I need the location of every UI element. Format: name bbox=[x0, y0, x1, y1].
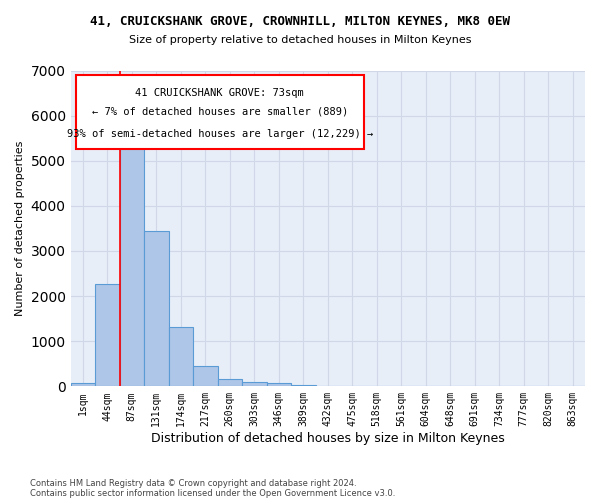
Bar bbox=[95, 284, 119, 386]
Bar bbox=[242, 382, 266, 386]
Bar bbox=[169, 327, 193, 386]
X-axis label: Distribution of detached houses by size in Milton Keynes: Distribution of detached houses by size … bbox=[151, 432, 505, 445]
Text: 41, CRUICKSHANK GROVE, CROWNHILL, MILTON KEYNES, MK8 0EW: 41, CRUICKSHANK GROVE, CROWNHILL, MILTON… bbox=[90, 15, 510, 28]
Bar bbox=[71, 382, 95, 386]
Bar bbox=[266, 384, 291, 386]
FancyBboxPatch shape bbox=[76, 75, 364, 150]
Text: 41 CRUICKSHANK GROVE: 73sqm: 41 CRUICKSHANK GROVE: 73sqm bbox=[136, 88, 304, 98]
Text: Contains public sector information licensed under the Open Government Licence v3: Contains public sector information licen… bbox=[30, 488, 395, 498]
Bar bbox=[291, 385, 316, 386]
Text: Contains HM Land Registry data © Crown copyright and database right 2024.: Contains HM Land Registry data © Crown c… bbox=[30, 478, 356, 488]
Bar bbox=[144, 230, 169, 386]
Bar bbox=[119, 139, 144, 386]
Bar bbox=[193, 366, 218, 386]
Text: Size of property relative to detached houses in Milton Keynes: Size of property relative to detached ho… bbox=[129, 35, 471, 45]
Text: ← 7% of detached houses are smaller (889): ← 7% of detached houses are smaller (889… bbox=[92, 107, 348, 117]
Bar bbox=[218, 379, 242, 386]
Text: 93% of semi-detached houses are larger (12,229) →: 93% of semi-detached houses are larger (… bbox=[67, 129, 373, 139]
Y-axis label: Number of detached properties: Number of detached properties bbox=[15, 140, 25, 316]
